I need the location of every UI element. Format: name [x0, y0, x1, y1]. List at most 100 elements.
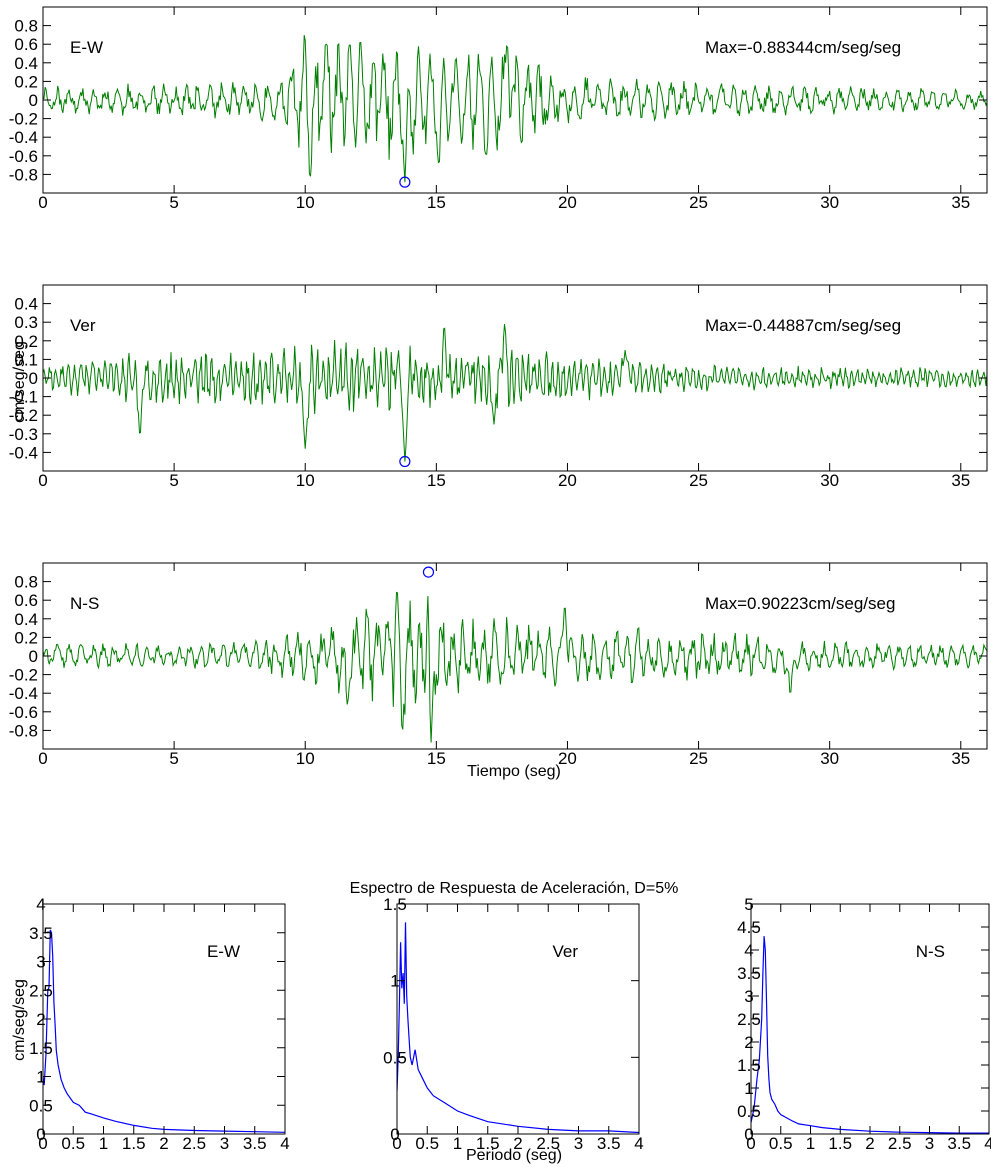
x-tick-label: 35	[951, 749, 970, 768]
x-tick-label: 0.5	[769, 1134, 793, 1153]
y-tick-label: 4	[744, 941, 753, 960]
y-tick-label: -0.3	[9, 425, 38, 444]
max-annotation: Max=-0.88344cm/seg/seg	[705, 38, 901, 57]
x-tick-label: 1.5	[122, 1134, 146, 1153]
y-tick-label: 2	[744, 1033, 753, 1052]
y-tick-label: 3	[36, 953, 45, 972]
x-tick-label: 1.5	[828, 1134, 852, 1153]
time-axis-label: Tiempo (seg)	[467, 763, 561, 780]
x-tick-label: 30	[820, 471, 839, 490]
max-annotation: Max=0.90223cm/seg/seg	[705, 594, 895, 613]
y-tick-label: 0	[744, 1125, 753, 1144]
y-tick-label: 3.5	[29, 924, 53, 943]
ns-response-spectrum: 0 0.5 1 1.5 2 2.5 3 3.5 4 0 0.5 1 1.5 2 2.5 3 3.5 4 4.5 5 N-…	[737, 895, 991, 1153]
y-tick-label: 0	[390, 1125, 399, 1144]
y-tick-label: 2.5	[29, 981, 53, 1000]
x-tick-label: 35	[951, 471, 970, 490]
ew-response-spectrum: 0 0.5 1 1.5 2 2.5 3 3.5 4 0 0.5 1 1.5 2 2.5 3 3.5 4 E-W	[29, 895, 290, 1153]
y-tick-label: 0.5	[29, 1096, 53, 1115]
y-tick-label: 2.5	[737, 1010, 761, 1029]
x-tick-label: 20	[558, 193, 577, 212]
y-tick-label: 4.5	[737, 918, 761, 937]
x-tick-label: 3	[925, 1134, 934, 1153]
y-tick-label: 0.4	[14, 610, 38, 629]
y-tick-label: 0.4	[14, 295, 38, 314]
acceleration-y-axis-label: cm/seg/seg	[11, 341, 28, 423]
y-tick-label: -0.4	[9, 128, 38, 147]
peak-marker	[399, 455, 411, 468]
axes-frame	[750, 903, 990, 1135]
y-tick-label: -0.8	[9, 721, 38, 740]
y-tick-label: 0.2	[14, 72, 38, 91]
y-tick-label: -0.8	[9, 165, 38, 184]
ns-acceleration-plot: 0 5 10 15 20 25 30 35-0.8-0.6-0.4-0.200.20.40.6…	[9, 562, 988, 768]
x-tick-label: 2	[513, 1134, 522, 1153]
x-tick-label: 25	[689, 193, 708, 212]
ver-acceleration-plot: 0 5 10 15 20 25 30 35-0.4-0.3-0.2-0.100.10.20.3…	[9, 284, 988, 490]
y-tick-label: 0.2	[14, 332, 38, 351]
x-tick-label: 3.5	[243, 1134, 267, 1153]
y-tick-label: -0.2	[9, 110, 38, 129]
x-tick-label: 3.5	[947, 1134, 971, 1153]
y-tick-label: -0.6	[9, 703, 38, 722]
y-tick-label: -0.4	[9, 443, 38, 462]
x-tick-label: 30	[820, 193, 839, 212]
y-tick-label: 0.1	[14, 350, 38, 369]
y-tick-label: 2	[36, 1010, 45, 1029]
ver-data-line	[397, 922, 639, 1134]
x-tick-label: 30	[820, 749, 839, 768]
ver-channel-label: Ver	[70, 316, 96, 335]
n-s-data-line	[43, 591, 987, 743]
x-tick-label: 3	[220, 1134, 229, 1153]
y-tick-label: 0.2	[14, 628, 38, 647]
axes-frame	[396, 903, 640, 1135]
e-w-channel-label: E-W	[207, 942, 240, 961]
e-w-channel-label: E-W	[70, 38, 103, 57]
peak-marker	[399, 176, 411, 188]
y-tick-label: 0	[29, 91, 38, 110]
x-tick-label: 3.5	[597, 1134, 621, 1153]
x-tick-label: 2	[159, 1134, 168, 1153]
max-annotation: Max=-0.44887cm/seg/seg	[705, 316, 901, 335]
y-tick-label: 0.6	[14, 591, 38, 610]
axes-frame	[42, 903, 286, 1135]
x-tick-label: 0	[38, 1134, 47, 1153]
y-tick-label: 5	[744, 895, 753, 914]
y-tick-label: 0.8	[14, 17, 38, 36]
x-tick-label: 25	[689, 471, 708, 490]
y-tick-label: 1	[36, 1068, 45, 1087]
y-tick-label: 4	[36, 895, 45, 914]
e-w-data-line	[43, 929, 285, 1133]
x-tick-label: 10	[296, 471, 315, 490]
x-tick-label: 0.5	[415, 1134, 439, 1153]
y-tick-label: 0.5	[383, 1048, 407, 1067]
y-tick-label: 3.5	[737, 964, 761, 983]
x-tick-label: 0	[38, 471, 47, 490]
ew-acceleration-plot: 0 5 10 15 20 25 30 35-0.8-0.6-0.4-0.200.20.40.6…	[9, 6, 988, 212]
x-tick-label: 20	[558, 471, 577, 490]
n-s-channel-label: N-S	[70, 594, 99, 613]
x-tick-label: 2.5	[182, 1134, 206, 1153]
y-tick-label: 0.6	[14, 35, 38, 54]
spectrum-title: Espectro de Respuesta de Aceleración, D=…	[350, 880, 679, 897]
y-tick-label: 1	[390, 972, 399, 991]
y-tick-label: 1.5	[737, 1056, 761, 1075]
y-tick-label: 1.5	[383, 895, 407, 914]
y-tick-label: -0.2	[9, 666, 38, 685]
y-tick-label: -0.1	[9, 388, 38, 407]
y-tick-label: -0.6	[9, 147, 38, 166]
spectrum-y-axis-label: cm/seg/seg	[11, 979, 28, 1061]
spectrum-x-axis-label: Periodo (seg)	[466, 1147, 562, 1164]
x-tick-label: 10	[296, 749, 315, 768]
n-s-data-line	[751, 936, 989, 1134]
x-tick-label: 15	[427, 749, 446, 768]
y-tick-label: 0.4	[14, 54, 38, 73]
x-tick-label: 3	[574, 1134, 583, 1153]
x-tick-label: 2	[865, 1134, 874, 1153]
y-tick-label: 0.8	[14, 573, 38, 592]
x-tick-label: 10	[296, 193, 315, 212]
x-tick-label: 0	[38, 749, 47, 768]
x-tick-label: 4	[984, 1134, 991, 1153]
x-tick-label: 0	[392, 1134, 401, 1153]
